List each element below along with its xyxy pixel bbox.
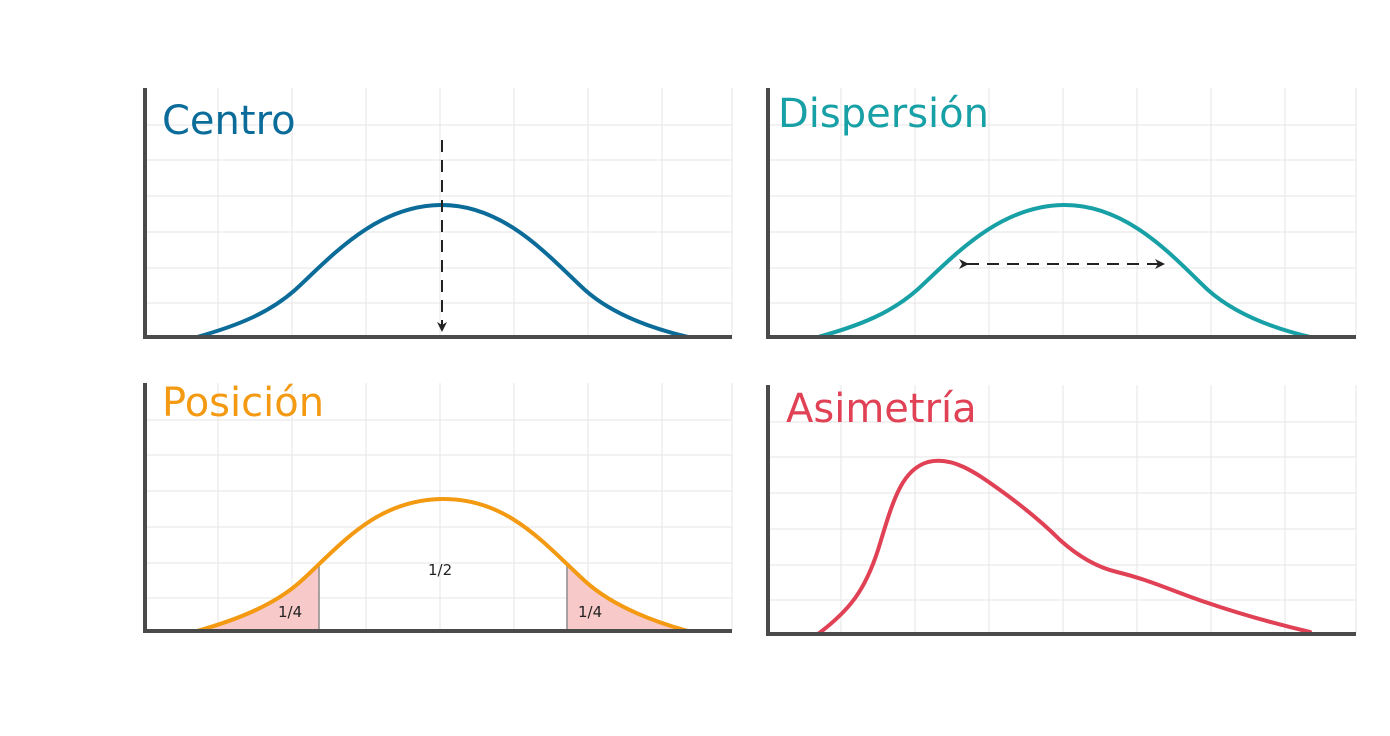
axis-posicion bbox=[143, 383, 732, 633]
axis-centro bbox=[143, 88, 732, 339]
panel-posicion: 1/4 1/2 1/4 Posición bbox=[143, 380, 733, 633]
right-quarter-label: 1/4 bbox=[578, 603, 602, 621]
axis-asimetria bbox=[766, 385, 1356, 636]
asimetria-curve bbox=[816, 458, 1312, 636]
panel-dispersion: Dispersión bbox=[766, 88, 1357, 339]
posicion-curve bbox=[195, 496, 690, 633]
panel-centro: Centro bbox=[143, 88, 733, 339]
centro-curve bbox=[195, 202, 690, 339]
right-quartile-area bbox=[567, 563, 688, 631]
panel-title-centro: Centro bbox=[162, 98, 296, 144]
panel-title-posicion: Posición bbox=[162, 380, 324, 426]
panel-title-dispersion: Dispersión bbox=[778, 91, 989, 137]
grid-asimetria bbox=[768, 385, 1357, 634]
panel-title-asimetria: Asimetría bbox=[786, 386, 977, 432]
panel-asimetria: Asimetría bbox=[766, 385, 1357, 636]
middle-half-label: 1/2 bbox=[428, 561, 452, 579]
dispersion-curve bbox=[816, 202, 1312, 339]
left-quartile-area bbox=[197, 563, 319, 631]
axis-dispersion bbox=[766, 88, 1356, 339]
left-quarter-label: 1/4 bbox=[278, 603, 302, 621]
grid-centro bbox=[145, 88, 733, 337]
